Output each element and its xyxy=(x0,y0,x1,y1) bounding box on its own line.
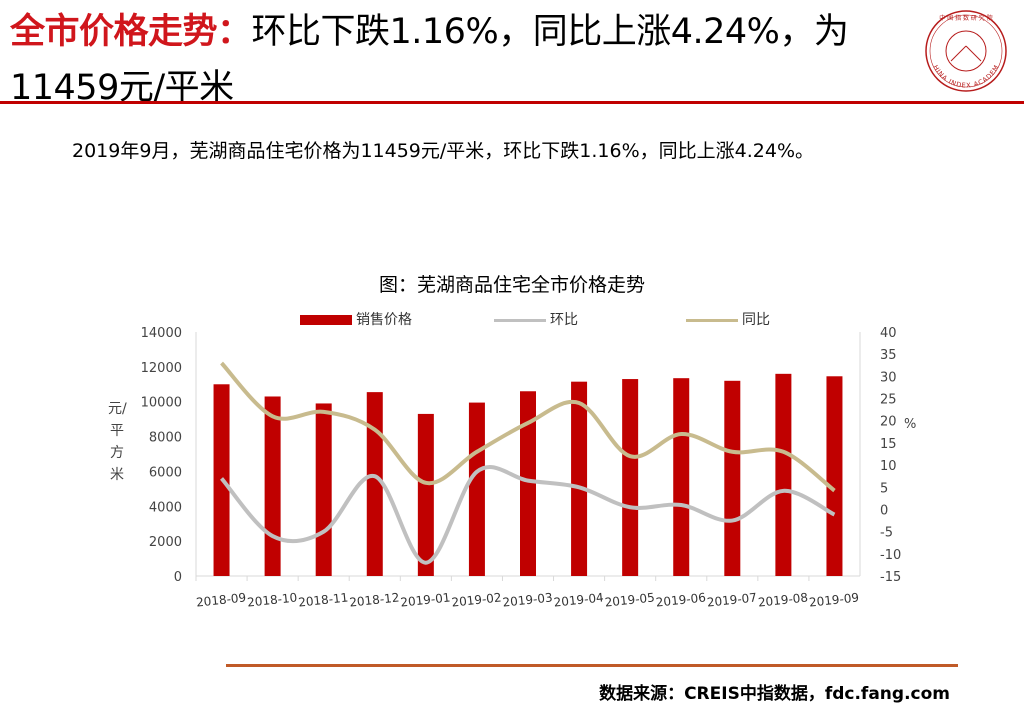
legend-item-price: 销售价格 xyxy=(300,309,412,329)
y2-tick-label: -10 xyxy=(880,548,901,563)
y-tick-label: 6000 xyxy=(149,465,182,480)
price-bar xyxy=(366,392,383,576)
legend-swatch-price xyxy=(300,315,352,325)
y2-tick-label: 30 xyxy=(880,370,897,385)
page-title: 全市价格走势：环比下跌1.16%，同比上涨4.24%，为11459元/平米 xyxy=(10,4,890,116)
legend-label-mom: 环比 xyxy=(550,312,578,328)
x-tick-label: 2019-01 xyxy=(400,590,451,609)
y2-tick-label: 25 xyxy=(880,393,897,408)
y2-tick-label: 0 xyxy=(880,503,888,518)
footer-divider xyxy=(226,664,958,667)
price-bar xyxy=(826,376,843,576)
price-bar xyxy=(724,380,741,576)
header-divider xyxy=(0,101,1024,104)
chart-title: 图：芜湖商品住宅全市价格走势 xyxy=(378,274,645,296)
y-tick-label: 2000 xyxy=(149,535,182,550)
x-tick-label: 2019-05 xyxy=(604,590,655,609)
data-source: 数据来源：CREIS中指数据，fdc.fang.com xyxy=(599,684,950,704)
price-bar xyxy=(315,403,332,576)
y-tick-label: 4000 xyxy=(149,500,182,515)
svg-text:中 国 指 数 研 究 院: 中 国 指 数 研 究 院 xyxy=(939,14,992,22)
price-bar xyxy=(213,384,230,576)
y-axis-label: 元/平方米 xyxy=(108,401,127,483)
price-bar xyxy=(520,391,536,576)
x-tick-label: 2018-10 xyxy=(247,590,298,609)
y-tick-label: 0 xyxy=(174,570,182,585)
x-tick-label: 2019-06 xyxy=(655,590,706,609)
x-tick-label: 2019-03 xyxy=(502,590,553,609)
price-bar xyxy=(264,396,281,576)
x-tick-label: 2019-04 xyxy=(553,590,604,609)
y-tick-label: 12000 xyxy=(141,361,182,376)
y2-tick-label: -15 xyxy=(880,570,901,585)
x-tick-label: 2018-11 xyxy=(298,590,349,609)
x-tick-label: 2019-02 xyxy=(451,590,502,609)
y-tick-label: 8000 xyxy=(149,431,182,446)
legend-swatch-yoy xyxy=(686,318,738,322)
price-bar xyxy=(571,381,588,576)
y2-axis-label: % xyxy=(904,417,917,432)
price-bar xyxy=(417,413,434,576)
china-index-academy-logo: CHINA INDEX ACADEMY 中 国 指 数 研 究 院 xyxy=(918,6,1007,92)
price-bar xyxy=(622,379,639,576)
y2-tick-label: 40 xyxy=(880,326,897,341)
x-tick-label: 2018-09 xyxy=(195,590,246,609)
mom-line xyxy=(220,465,836,565)
yoy-line xyxy=(220,361,836,493)
x-tick-label: 2019-08 xyxy=(757,590,808,609)
y2-tick-label: 35 xyxy=(880,348,897,363)
title-rest: 环比下跌1.16%，同比上涨4.24%，为11459元/平米 xyxy=(10,12,849,108)
x-tick-label: 2019-07 xyxy=(706,590,757,609)
summary-text: 2019年9月，芜湖商品住宅价格为11459元/平米，环比下跌1.16%，同比上… xyxy=(72,140,815,162)
y-tick-label: 10000 xyxy=(141,396,182,411)
x-tick-label: 2019-09 xyxy=(808,590,859,609)
price-bar xyxy=(673,378,690,576)
legend-label-price: 销售价格 xyxy=(356,312,412,328)
y2-tick-label: 5 xyxy=(880,481,888,496)
title-highlight: 全市价格走势： xyxy=(10,12,252,52)
y2-tick-label: 20 xyxy=(880,415,897,430)
legend-item-yoy: 同比 xyxy=(686,309,770,329)
y-tick-label: 14000 xyxy=(141,326,182,341)
legend-label-yoy: 同比 xyxy=(742,312,770,328)
price-bar xyxy=(775,373,792,576)
legend-item-mom: 环比 xyxy=(494,309,578,329)
y2-tick-label: 15 xyxy=(880,437,897,452)
y2-tick-label: -5 xyxy=(880,526,893,541)
x-tick-label: 2018-12 xyxy=(349,590,400,609)
legend-swatch-mom xyxy=(494,318,546,322)
price-bar xyxy=(468,402,485,576)
y2-tick-label: 10 xyxy=(880,459,897,474)
